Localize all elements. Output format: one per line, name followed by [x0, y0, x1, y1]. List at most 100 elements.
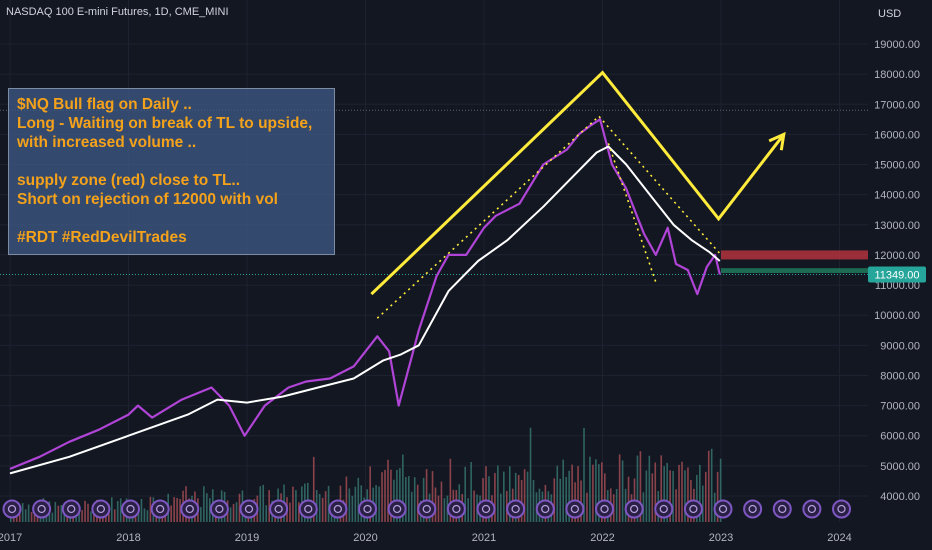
volume-bar — [173, 497, 175, 522]
dividend-marker[interactable] — [535, 499, 555, 519]
volume-bar — [710, 448, 713, 522]
dividend-marker[interactable] — [387, 499, 407, 519]
dividend-marker[interactable] — [61, 499, 81, 519]
price-axis[interactable]: USD 19000.00 18000.00 17000.00 16000.00 1500… — [868, 8, 926, 503]
dividend-marker[interactable] — [743, 499, 763, 519]
volume-bar — [687, 467, 689, 522]
dividend-marker-glyph — [659, 504, 668, 514]
price-tick-label: 18000.00 — [874, 69, 920, 81]
volume-bar — [229, 507, 232, 522]
dividend-marker-glyph — [126, 504, 135, 514]
price-line[interactable] — [9, 118, 721, 470]
dividend-marker[interactable] — [209, 499, 229, 519]
volume-bar — [54, 501, 57, 522]
time-axis[interactable]: 2017 2018 2019 2020 2021 2022 2023 2024 — [0, 532, 852, 544]
volume-bar — [675, 489, 677, 522]
volume-bar — [467, 498, 469, 522]
dividend-marker-glyph — [244, 504, 254, 514]
dividend-marker[interactable] — [565, 499, 585, 519]
volume-bar — [645, 470, 648, 522]
dividend-marker-glyph — [718, 504, 728, 514]
time-tick-label: 2022 — [590, 532, 614, 544]
volume-bar — [651, 473, 654, 522]
volume-bar — [407, 476, 410, 522]
volume-bar — [580, 480, 582, 522]
volume-bar — [601, 462, 603, 522]
annotation-line — [17, 152, 326, 171]
supply-zone[interactable] — [721, 250, 868, 260]
volume-bar — [488, 476, 490, 522]
dividend-marker[interactable] — [654, 499, 674, 519]
volume-bar — [57, 505, 60, 522]
volume-bar — [357, 477, 360, 522]
volume-bar — [321, 497, 324, 522]
time-tick-label: 2020 — [353, 532, 377, 544]
volume-bar — [514, 472, 517, 522]
dividend-marker[interactable] — [683, 499, 703, 519]
dividend-marker[interactable] — [269, 499, 289, 519]
dividend-marker[interactable] — [2, 499, 22, 519]
annotation-line: supply zone (red) close to TL.. — [17, 172, 241, 189]
dividend-marker[interactable] — [121, 499, 140, 519]
volume-bar — [523, 469, 526, 522]
volume-bar — [179, 498, 181, 522]
volume-bar — [425, 469, 428, 522]
dividend-marker[interactable] — [832, 499, 851, 519]
dividend-marker[interactable] — [446, 499, 466, 519]
volume-bar — [701, 485, 704, 522]
dividend-marker[interactable] — [180, 499, 200, 519]
dividend-marker[interactable] — [506, 499, 526, 519]
volume-bar — [529, 427, 532, 522]
dividend-marker[interactable] — [328, 499, 348, 519]
symbol-title[interactable]: NASDAQ 100 E-mini Futures, 1D, CME_MINI — [6, 6, 229, 18]
dividend-marker[interactable] — [476, 499, 496, 519]
volume-bar — [60, 505, 63, 522]
dividend-marker[interactable] — [624, 499, 644, 519]
trend-drawings — [370, 70, 786, 319]
volume-bar — [559, 478, 562, 522]
dividend-marker[interactable] — [772, 499, 792, 519]
moving-average-line[interactable] — [9, 145, 721, 475]
volume-bar — [603, 473, 606, 522]
time-tick-label: 2021 — [472, 532, 496, 544]
dividend-marker[interactable] — [150, 499, 170, 519]
dividend-marker[interactable] — [417, 499, 437, 519]
dividend-marker[interactable] — [802, 499, 822, 519]
price-tick-label: 9000.00 — [880, 340, 920, 352]
dividend-marker[interactable] — [358, 499, 377, 519]
dividend-marker[interactable] — [239, 499, 259, 519]
dividend-marker[interactable] — [713, 499, 733, 519]
volume-bar — [51, 512, 54, 522]
volume-bar — [696, 474, 698, 522]
dividend-marker[interactable] — [298, 499, 318, 519]
dividend-marker[interactable] — [91, 499, 111, 519]
lower-trendline[interactable] — [607, 143, 657, 283]
demand-zone[interactable] — [721, 268, 868, 274]
volume-bar — [621, 460, 624, 522]
volume-bar — [422, 477, 425, 522]
dividend-marker-glyph — [807, 504, 817, 514]
dividend-marker[interactable] — [595, 499, 614, 519]
volume-bar — [485, 466, 487, 522]
price-series — [9, 118, 721, 475]
volume-bar — [170, 505, 172, 522]
volume-bar — [259, 486, 262, 522]
volume-bar — [312, 456, 315, 522]
dividend-marker-glyph — [600, 504, 609, 514]
volume-bar — [21, 503, 24, 522]
currency-label: USD — [878, 8, 901, 20]
volume-bar — [568, 470, 570, 522]
dividend-marker[interactable] — [32, 499, 52, 519]
arrow-head — [768, 131, 786, 151]
price-zones — [721, 250, 868, 274]
volume-bar — [345, 476, 348, 522]
volume-bar — [378, 486, 380, 522]
volume-bar — [369, 466, 371, 522]
volume-bar — [235, 502, 238, 522]
volume-bar — [84, 500, 86, 522]
volume-bar — [206, 493, 208, 522]
annotation-box[interactable]: $NQ Bull flag on Daily .. Long - Waiting… — [8, 88, 335, 255]
last-price-badge[interactable] — [868, 266, 926, 283]
zigzag-projection[interactable] — [370, 70, 785, 296]
